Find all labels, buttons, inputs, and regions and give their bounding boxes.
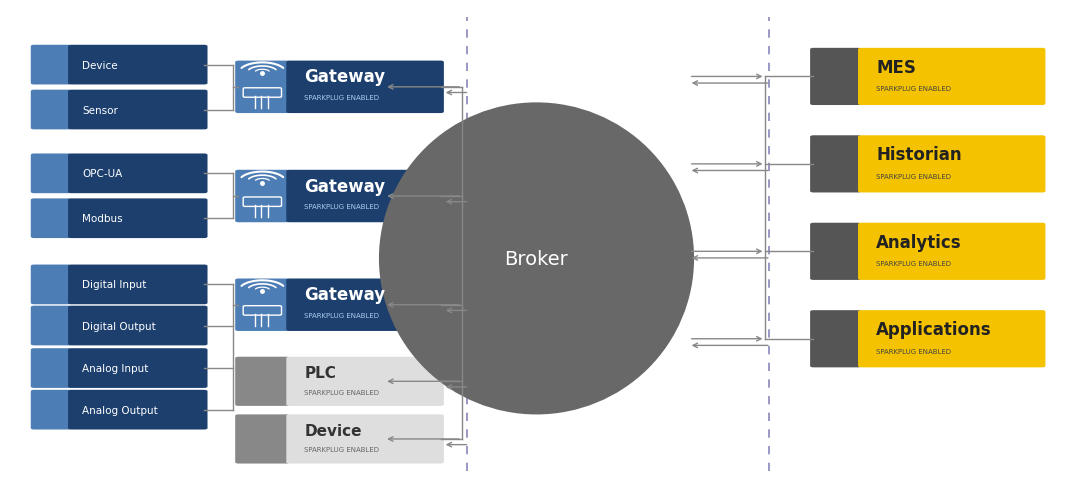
FancyBboxPatch shape — [286, 279, 444, 331]
FancyBboxPatch shape — [68, 348, 207, 388]
FancyBboxPatch shape — [810, 311, 862, 368]
Text: OPC-UA: OPC-UA — [82, 169, 122, 179]
FancyBboxPatch shape — [68, 306, 207, 346]
FancyBboxPatch shape — [858, 223, 1045, 280]
FancyBboxPatch shape — [286, 357, 444, 406]
FancyBboxPatch shape — [810, 223, 862, 280]
Text: Applications: Applications — [877, 321, 991, 338]
Text: Analog Input: Analog Input — [82, 363, 148, 373]
FancyBboxPatch shape — [68, 390, 207, 430]
FancyBboxPatch shape — [31, 154, 71, 194]
Text: PLC: PLC — [305, 366, 336, 381]
FancyBboxPatch shape — [810, 49, 862, 106]
Text: SPARKPLUG ENABLED: SPARKPLUG ENABLED — [305, 389, 380, 395]
Ellipse shape — [379, 103, 694, 415]
Text: Sensor: Sensor — [82, 105, 118, 115]
Text: SPARKPLUG ENABLED: SPARKPLUG ENABLED — [877, 261, 951, 266]
FancyBboxPatch shape — [31, 199, 71, 239]
FancyBboxPatch shape — [68, 46, 207, 85]
FancyBboxPatch shape — [31, 348, 71, 388]
Text: Digital Input: Digital Input — [82, 280, 146, 290]
Text: Digital Output: Digital Output — [82, 321, 156, 331]
Text: Broker: Broker — [504, 250, 569, 268]
Text: SPARKPLUG ENABLED: SPARKPLUG ENABLED — [305, 312, 380, 318]
Text: SPARKPLUG ENABLED: SPARKPLUG ENABLED — [305, 95, 380, 101]
Text: Analog Output: Analog Output — [82, 405, 158, 415]
Text: Device: Device — [305, 423, 362, 438]
FancyBboxPatch shape — [235, 357, 290, 406]
FancyBboxPatch shape — [68, 265, 207, 305]
FancyBboxPatch shape — [68, 199, 207, 239]
FancyBboxPatch shape — [31, 306, 71, 346]
FancyBboxPatch shape — [31, 90, 71, 130]
FancyBboxPatch shape — [858, 49, 1045, 106]
FancyBboxPatch shape — [68, 154, 207, 194]
Text: Gateway: Gateway — [305, 286, 385, 304]
Text: Gateway: Gateway — [305, 68, 385, 86]
Text: SPARKPLUG ENABLED: SPARKPLUG ENABLED — [877, 86, 951, 92]
FancyBboxPatch shape — [235, 61, 290, 114]
Text: Device: Device — [82, 60, 118, 71]
Text: MES: MES — [877, 59, 916, 77]
FancyBboxPatch shape — [31, 46, 71, 85]
FancyBboxPatch shape — [235, 415, 290, 464]
FancyBboxPatch shape — [235, 279, 290, 331]
FancyBboxPatch shape — [31, 265, 71, 305]
Text: Modbus: Modbus — [82, 214, 122, 224]
Text: Historian: Historian — [877, 146, 961, 164]
Text: SPARKPLUG ENABLED: SPARKPLUG ENABLED — [305, 204, 380, 210]
FancyBboxPatch shape — [31, 390, 71, 430]
FancyBboxPatch shape — [235, 170, 290, 223]
Text: SPARKPLUG ENABLED: SPARKPLUG ENABLED — [305, 446, 380, 453]
FancyBboxPatch shape — [858, 311, 1045, 368]
FancyBboxPatch shape — [858, 136, 1045, 193]
FancyBboxPatch shape — [286, 61, 444, 114]
FancyBboxPatch shape — [286, 415, 444, 464]
Text: Analytics: Analytics — [877, 233, 961, 252]
Text: SPARKPLUG ENABLED: SPARKPLUG ENABLED — [877, 348, 951, 354]
Text: SPARKPLUG ENABLED: SPARKPLUG ENABLED — [877, 173, 951, 180]
FancyBboxPatch shape — [810, 136, 862, 193]
Text: Gateway: Gateway — [305, 177, 385, 195]
FancyBboxPatch shape — [68, 90, 207, 130]
FancyBboxPatch shape — [286, 170, 444, 223]
